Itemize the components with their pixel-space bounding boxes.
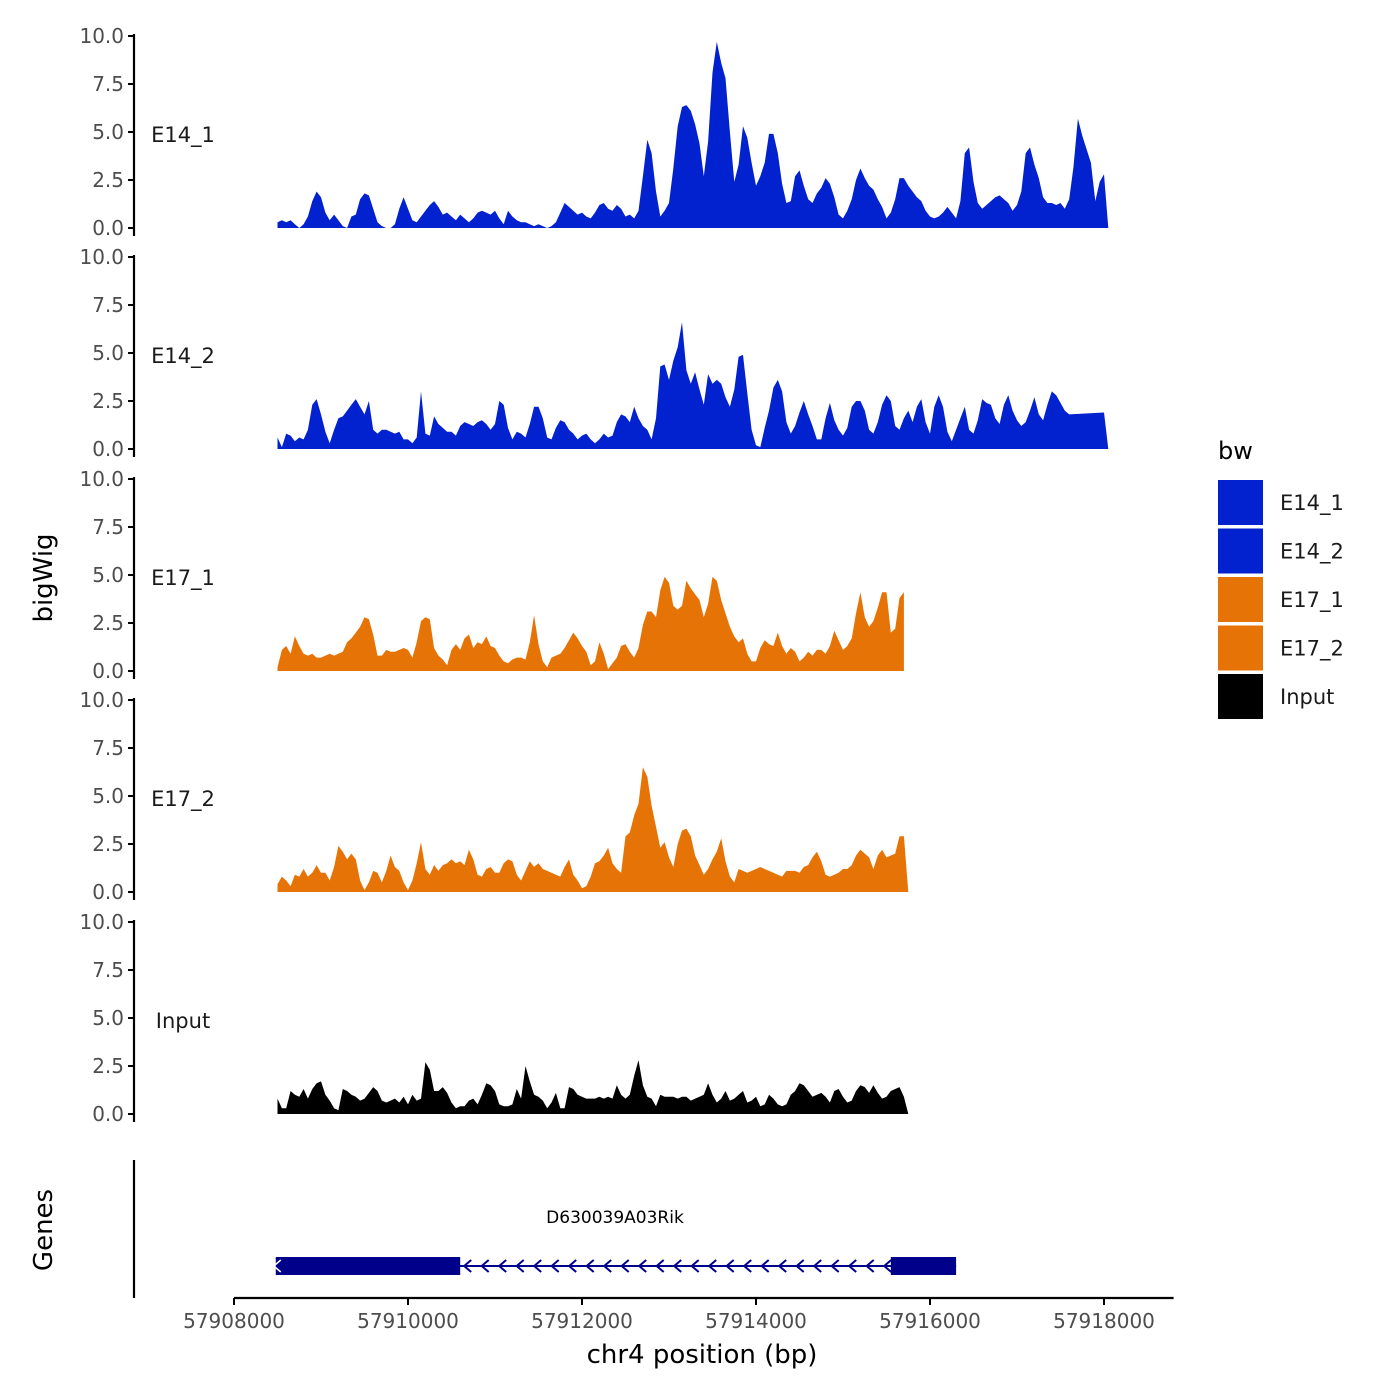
x-tick-label: 57908000 (183, 1309, 285, 1333)
legend-swatch (1218, 625, 1263, 671)
strand-arrow (760, 1259, 770, 1273)
track-label: E14_2 (151, 344, 215, 369)
strand-arrow (462, 1259, 472, 1273)
track-panel-input: 0.0 2.5 5.0 7.5 10.0 Input (79, 910, 909, 1126)
y-tick-label: 10.0 (79, 24, 124, 48)
track-label: E14_1 (151, 123, 215, 148)
x-tick-label: 57918000 (1053, 1309, 1155, 1333)
gene-exon (890, 1257, 957, 1275)
signal-area-e14-1 (277, 41, 1109, 228)
legend-swatch (1218, 480, 1263, 525)
track-panel-e17-1: 0.0 2.5 5.0 7.5 10.0 E17_1 (79, 467, 904, 683)
y-tick-label: 5.0 (92, 120, 124, 144)
y-tick-label: 0.0 (92, 216, 124, 240)
legend-label: Input (1280, 685, 1334, 709)
y-tick-label: 10.0 (79, 245, 124, 269)
strand-arrow (812, 1259, 822, 1273)
track-label: E17_2 (151, 787, 215, 812)
legend-swatch (1218, 528, 1263, 574)
y-tick-label: 5.0 (92, 563, 124, 587)
y-tick-label: 7.5 (92, 72, 124, 96)
x-axis-title: chr4 position (bp) (587, 1340, 818, 1370)
y-tick-label: 10.0 (79, 467, 124, 491)
gene-name-label: D630039A03Rik (546, 1208, 684, 1228)
y-tick-label: 0.0 (92, 437, 124, 461)
strand-arrow (532, 1259, 542, 1273)
signal-area-e17-1 (277, 576, 904, 671)
y-tick-label: 5.0 (92, 784, 124, 808)
y-tick-label: 2.5 (92, 168, 124, 192)
strand-arrow (672, 1259, 682, 1273)
strand-arrow (830, 1259, 840, 1273)
legend-label: E14_1 (1280, 491, 1344, 516)
signal-area-e14-2 (277, 322, 1109, 449)
strand-arrow (847, 1259, 857, 1273)
x-tick-label: 57916000 (879, 1309, 981, 1333)
y-tick-label: 10.0 (79, 688, 124, 712)
strand-arrow (707, 1259, 717, 1273)
strand-arrow (655, 1259, 665, 1273)
strand-arrow (725, 1259, 735, 1273)
legend-label: E14_2 (1280, 540, 1344, 565)
bigwig-panels: 0.0 2.5 5.0 7.5 10.0 E14_1 0.0 2.5 5.0 7.5 10.0 E14… (79, 24, 1109, 1126)
legend-label: E17_2 (1280, 637, 1344, 662)
strand-arrow (795, 1259, 805, 1273)
genes-track-title: Genes (29, 1189, 59, 1271)
x-tick-label: 57914000 (705, 1309, 807, 1333)
legend-label: E17_1 (1280, 588, 1344, 613)
strand-arrow (777, 1259, 787, 1273)
gene-exon (275, 1257, 461, 1275)
y-tick-label: 5.0 (92, 341, 124, 365)
track-panel-e14-2: 0.0 2.5 5.0 7.5 10.0 E14_2 (79, 245, 1109, 461)
y-tick-label: 2.5 (92, 1054, 124, 1078)
legend-title: bw (1218, 437, 1253, 465)
y-tick-label: 2.5 (92, 832, 124, 856)
track-panel-e14-1: 0.0 2.5 5.0 7.5 10.0 E14_1 (79, 24, 1109, 240)
genes-panel: D630039A03Rik (132, 1160, 957, 1298)
x-tick-label: 57910000 (357, 1309, 459, 1333)
y-tick-label: 0.0 (92, 880, 124, 904)
legend-swatch (1218, 674, 1263, 719)
y-tick-label: 7.5 (92, 958, 124, 982)
y-tick-label: 0.0 (92, 1102, 124, 1126)
y-tick-label: 2.5 (92, 389, 124, 413)
strand-arrow (882, 1259, 892, 1273)
strand-arrow (497, 1259, 507, 1273)
signal-area-e17-2 (277, 767, 909, 892)
strand-arrow (480, 1259, 490, 1273)
track-label: Input (156, 1009, 210, 1033)
strand-arrow (865, 1259, 875, 1273)
y-tick-label: 7.5 (92, 736, 124, 760)
strand-arrow (567, 1259, 577, 1273)
y-tick-label: 5.0 (92, 1006, 124, 1030)
strand-arrow (620, 1259, 630, 1273)
x-axis: 57908000 57910000 57912000 57914000 57916000… (183, 1296, 1174, 1333)
strand-arrow (742, 1259, 752, 1273)
strand-arrow (602, 1259, 612, 1273)
track-label: E17_1 (151, 566, 215, 591)
strand-arrow (585, 1259, 595, 1273)
track-panel-e17-2: 0.0 2.5 5.0 7.5 10.0 E17_2 (79, 688, 909, 904)
y-tick-label: 10.0 (79, 910, 124, 934)
legend-swatch (1218, 577, 1263, 622)
y-tick-label: 7.5 (92, 515, 124, 539)
strand-arrow (515, 1259, 525, 1273)
y-tick-label: 7.5 (92, 293, 124, 317)
x-tick-label: 57912000 (531, 1309, 633, 1333)
strand-arrow (637, 1259, 647, 1273)
y-tick-label: 2.5 (92, 611, 124, 635)
signal-area-input (277, 1060, 909, 1114)
strand-arrow (550, 1259, 560, 1273)
legend: bw E14_1 E14_2 E17_1 E17_2 Input (1218, 437, 1344, 719)
y-tick-label: 0.0 (92, 659, 124, 683)
strand-arrow (690, 1259, 700, 1273)
y-axis-title: bigWig (29, 533, 59, 622)
strand-arrow (272, 1259, 282, 1273)
